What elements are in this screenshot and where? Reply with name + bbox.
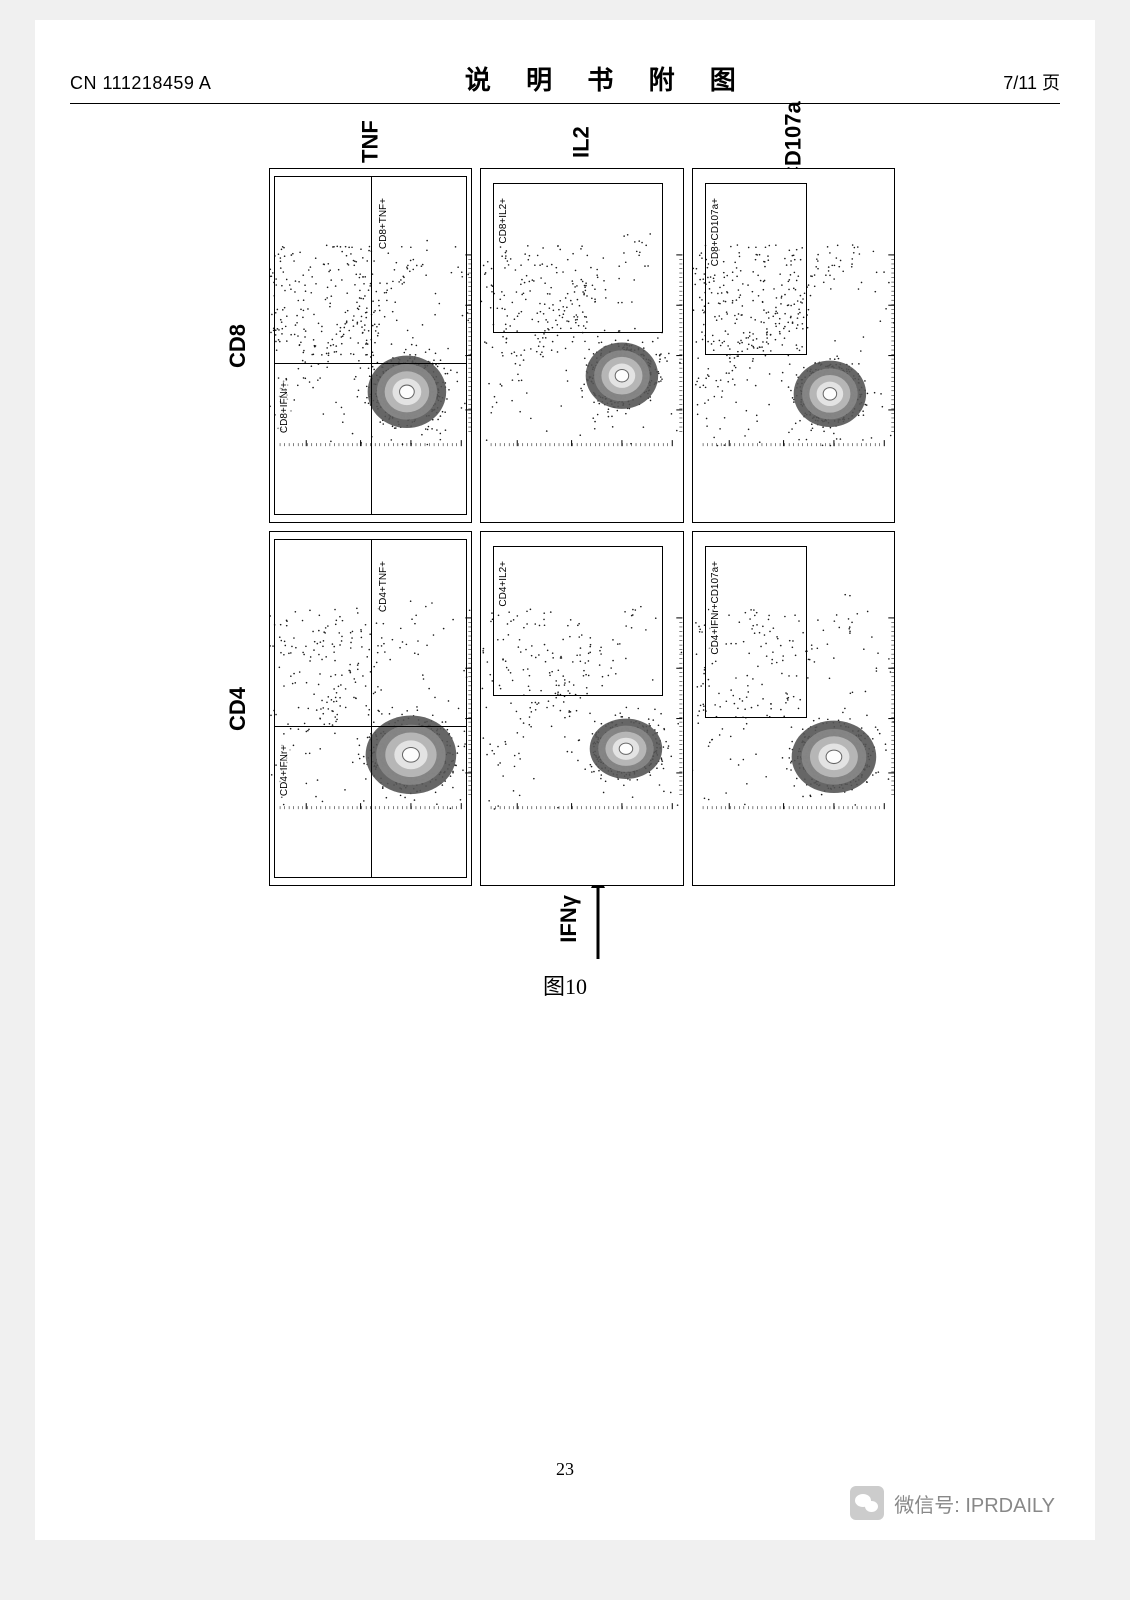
panel-cd4-tnf: CD4+IFNr+CD4+TNF+010³10⁴10⁵ — [269, 531, 472, 886]
wechat-icon — [850, 1486, 884, 1520]
watermark-text: 微信号: IPRDAILY — [894, 1489, 1055, 1518]
row-header-cd4: CD4 — [215, 531, 261, 886]
panel-cd8-tnf: CD8+IFNr+CD8+TNF+010³10⁴10⁵ — [269, 168, 472, 523]
figure-container: TNF IL2 CD107a CD8 CD8+IFNr+CD8+TNF+010³… — [215, 124, 915, 1001]
header-title: 说 明 书 附 图 — [465, 60, 750, 97]
panel-cd4-il2: CD4+IL2+010³10⁴10⁵ — [480, 531, 683, 886]
watermark: 微信号: IPRDAILY — [850, 1486, 1055, 1520]
page-number: 23 — [35, 1459, 1095, 1480]
grid-spacer — [215, 124, 261, 160]
grid-spacer — [215, 894, 261, 944]
col-header-cd107a: CD107a — [692, 124, 895, 160]
panel-cd8-il2: CD8+IL2+010³10⁴10⁵ — [480, 168, 683, 523]
panel-cd8-cd107a: CD8+CD107a+010³10⁴10⁵ — [692, 168, 895, 523]
col-header-tnf: TNF — [269, 124, 472, 160]
panel-cd4-cd107a: CD4+IFNr+CD107a+010³10⁴10⁵ — [692, 531, 895, 886]
facs-grid: TNF IL2 CD107a CD8 CD8+IFNr+CD8+TNF+010³… — [215, 124, 895, 944]
x-axis-label-row: IFNγ — [269, 894, 895, 944]
x-axis-label: IFNγ — [556, 895, 582, 943]
page-header: CN 111218459 A 说 明 书 附 图 7/11 页 — [70, 60, 1060, 104]
col-header-il2: IL2 — [480, 124, 683, 160]
arrow-icon — [588, 874, 608, 964]
page-info: 7/11 页 — [1003, 69, 1060, 95]
page: CN 111218459 A 说 明 书 附 图 7/11 页 TNF IL2 … — [35, 20, 1095, 1540]
doc-id: CN 111218459 A — [70, 73, 211, 94]
figure-caption: 图10 — [215, 969, 915, 1001]
row-header-cd8: CD8 — [215, 168, 261, 523]
